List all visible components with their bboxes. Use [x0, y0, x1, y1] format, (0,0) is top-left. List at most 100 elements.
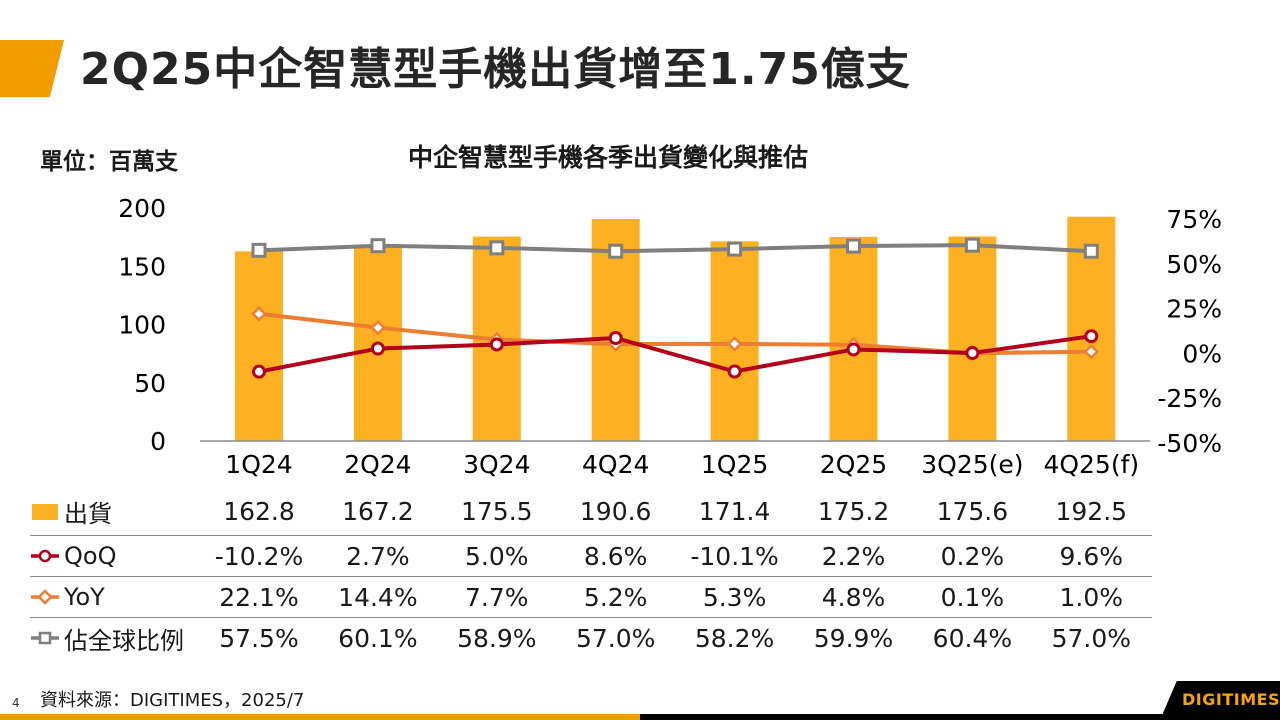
table-cell: 175.6 — [936, 497, 1009, 526]
table-cell: 9.6% — [1059, 541, 1124, 571]
footer-bar-orange — [0, 714, 640, 720]
marker-QoQ-3Q25(e) — [965, 346, 980, 361]
right-axis-tick: 50% — [1166, 250, 1222, 279]
table-cell: 5.3% — [702, 582, 767, 612]
legend-label: QoQ — [64, 542, 117, 570]
table-cell: 1.0% — [1059, 582, 1124, 612]
table-row: 佔全球比例 57.5% 60.1% 58.9% 57.0% 58.2% 59.9% 60.4%… — [30, 618, 1152, 658]
table-row: YoY 22.1% 14.4% 7.7% 5.2% 5.3% 4.8% 0.1% 1.0% — [30, 577, 1152, 618]
table-cell: 4.8% — [821, 582, 886, 612]
category-label: 3Q25(e) — [921, 450, 1023, 479]
combo-chart: 0 50 100 150 200 -50% -25% 0% 25% 50% 75% 1Q24 2Q24 3… — [118, 194, 1222, 479]
table-cell: 14.4% — [338, 582, 418, 612]
table-cell: -10.1% — [690, 541, 779, 571]
table-cell: 60.4% — [932, 623, 1013, 653]
left-axis-tick: 50 — [134, 369, 166, 398]
unit-label: 單位：百萬支 — [40, 149, 178, 175]
legend-circle-marker-icon — [31, 549, 59, 563]
bar-3Q25(e) — [948, 236, 997, 441]
marker-QoQ-2Q25 — [846, 342, 861, 357]
line-佔全球比例 — [258, 243, 1092, 254]
table-cell: 57.0% — [1051, 623, 1131, 653]
category-label: 1Q25 — [701, 450, 768, 479]
marker-佔全球比例-4Q25(f) — [1083, 243, 1099, 259]
category-label: 2Q24 — [344, 450, 411, 479]
table-cell: 59.9% — [813, 623, 894, 653]
source-note: 資料來源：DIGITIMES，2025/7 — [40, 690, 305, 711]
legend-label: 出貨 — [64, 500, 112, 528]
table-cell: 5.2% — [583, 582, 648, 612]
slide-title: 2Q25中企智慧型手機出貨增至1.75億支 — [80, 44, 911, 95]
right-axis-tick: 25% — [1166, 295, 1222, 324]
marker-QoQ-4Q25(f) — [1084, 329, 1099, 344]
category-label: 2Q25 — [820, 450, 887, 479]
table-cell: 171.4 — [698, 497, 771, 526]
category-label: 4Q24 — [582, 450, 649, 479]
table-cell: 162.8 — [223, 497, 295, 526]
page-number: 4 — [12, 696, 20, 710]
table-cell: 0.2% — [940, 541, 1005, 571]
footer-bar-black — [640, 714, 1280, 720]
legend-entry: QoQ — [30, 536, 116, 576]
legend-square-marker-icon — [31, 631, 59, 645]
legend-swatch-bar-icon — [32, 503, 58, 520]
digitimes-logo: DIGITIMES — [1182, 690, 1280, 709]
marker-佔全球比例-3Q24 — [489, 240, 505, 256]
legend-label: YoY — [64, 583, 105, 611]
data-table: 出貨 162.8 167.2 175.5 190.6 171.4 175.2 175.6 192… — [30, 488, 1152, 658]
right-axis-tick: 0% — [1182, 339, 1222, 368]
table-cell: 167.2 — [342, 497, 414, 526]
legend-label: 佔全球比例 — [64, 626, 184, 655]
left-axis-tick: 100 — [118, 311, 166, 340]
table-row: QoQ -10.2% 2.7% 5.0% 8.6% -10.1% 2.2% 0.2% 9.6% — [30, 536, 1152, 577]
legend-entry: 佔全球比例 — [30, 618, 184, 658]
legend-diamond-marker-icon — [31, 589, 59, 605]
right-axis-tick: 75% — [1166, 205, 1222, 234]
marker-佔全球比例-1Q24 — [251, 242, 267, 258]
marker-YoY-2Q24 — [370, 319, 386, 336]
table-cell: 5.0% — [465, 541, 529, 571]
bar-1Q24 — [235, 251, 283, 441]
marker-QoQ-2Q24 — [370, 341, 385, 356]
marker-佔全球比例-2Q24 — [370, 238, 386, 254]
right-axis-tick: -50% — [1157, 429, 1222, 458]
logo-tab — [1160, 681, 1280, 720]
marker-佔全球比例-1Q25 — [727, 241, 743, 257]
marker-佔全球比例-2Q25 — [846, 238, 861, 254]
table-cell: 190.6 — [579, 497, 652, 526]
marker-佔全球比例-3Q25(e) — [964, 237, 980, 253]
table-cell: 2.2% — [821, 541, 886, 571]
table-cell: 57.5% — [219, 623, 299, 653]
chart-title: 中企智慧型手機各季出貨變化與推估 — [408, 143, 809, 172]
table-cell: 192.5 — [1055, 497, 1128, 526]
table-cell: -10.2% — [214, 541, 304, 571]
marker-QoQ-4Q24 — [608, 330, 623, 345]
table-cell: 175.2 — [817, 497, 890, 526]
marker-佔全球比例-4Q24 — [608, 243, 624, 259]
marker-QoQ-3Q24 — [489, 337, 504, 352]
table-cell: 8.6% — [583, 541, 648, 571]
marker-YoY-1Q25 — [726, 336, 743, 352]
left-axis-tick: 150 — [118, 252, 166, 281]
left-axis-tick: 0 — [150, 427, 166, 456]
table-cell: 7.7% — [465, 582, 529, 612]
table-cell: 58.2% — [694, 623, 775, 653]
legend-entry: 出貨 — [30, 488, 112, 535]
table-cell: 22.1% — [219, 582, 299, 612]
table-cell: 175.5 — [461, 497, 533, 526]
table-cell: 2.7% — [346, 541, 410, 571]
category-label: 3Q24 — [463, 450, 530, 479]
category-label: 4Q25(f) — [1043, 450, 1139, 479]
table-cell: 0.1% — [940, 582, 1005, 612]
table-row: 出貨 162.8 167.2 175.5 190.6 171.4 175.2 175.6 192… — [30, 488, 1152, 536]
marker-YoY-1Q24 — [251, 306, 267, 322]
table-cell: 58.9% — [457, 623, 537, 653]
legend-entry: YoY — [30, 577, 105, 617]
right-axis-tick: -25% — [1157, 384, 1222, 413]
left-axis-tick: 200 — [118, 194, 166, 223]
line-QoQ — [258, 334, 1092, 374]
marker-QoQ-1Q25 — [727, 364, 742, 379]
marker-YoY-4Q25(f) — [1083, 343, 1100, 360]
category-label: 1Q24 — [225, 450, 292, 479]
table-cell: 60.1% — [338, 623, 418, 653]
